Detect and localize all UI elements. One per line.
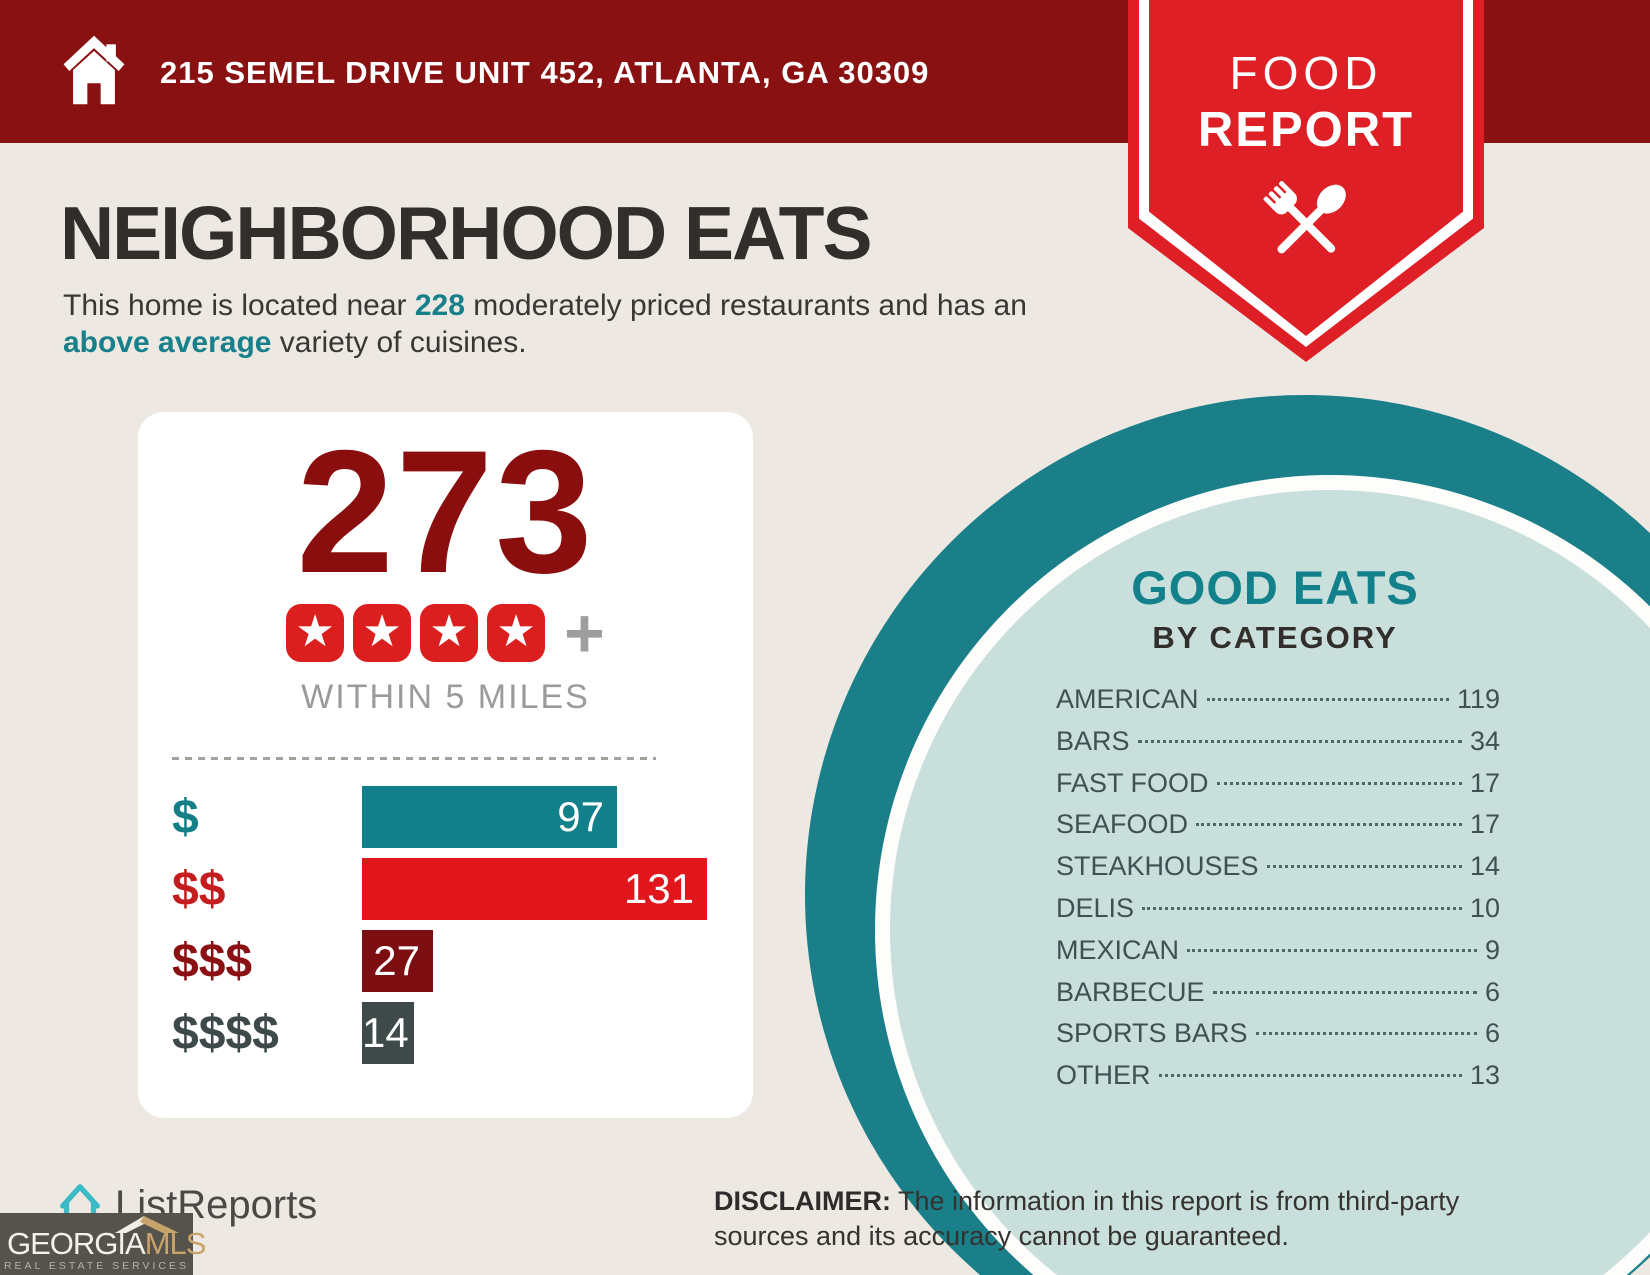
georgia-mls-roof-icon [115, 1216, 179, 1233]
home-icon [56, 32, 132, 113]
dashed-divider [172, 757, 656, 761]
category-row: BARBECUE 6 [1056, 977, 1500, 1019]
property-address: 215 SEMEL DRIVE UNIT 452, ATLANTA, GA 30… [160, 55, 930, 90]
dotted-leader [1137, 739, 1462, 743]
dotted-leader [1212, 990, 1477, 994]
dotted-leader [1196, 823, 1462, 827]
star-rating: ★ ★ ★ ★ + [138, 594, 753, 673]
category-value: 10 [1469, 892, 1500, 923]
category-label: MEXICAN [1056, 934, 1180, 965]
intro-mid: moderately priced restaurants and has an [464, 289, 1027, 322]
good-eats-circle-inner-disc [890, 490, 1650, 1275]
dotted-leader [1187, 948, 1477, 952]
category-value: 17 [1469, 809, 1500, 840]
star-badge-icon: ★ [286, 604, 345, 663]
price-bar-row: $$$$ 14 [172, 1002, 753, 1065]
price-bar-row: $97 [172, 786, 753, 849]
good-eats-category-list: AMERICAN 119 BARS 34 FAST FOOD 17 SEAFOOD 17 STE… [1040, 684, 1510, 1102]
price-bar-row: $$ 131 [172, 858, 753, 921]
dotted-leader [1206, 698, 1449, 701]
category-label: FAST FOOD [1056, 767, 1209, 798]
dotted-leader [1266, 865, 1462, 869]
category-row: MEXICAN 9 [1056, 935, 1500, 977]
intro-text: This home is located near 228 moderately… [63, 287, 1073, 361]
price-level-label: $$ [172, 862, 226, 916]
total-restaurants: 273 [296, 415, 595, 610]
intro-restaurant-count: 228 [414, 289, 465, 322]
dotted-leader [1216, 781, 1462, 785]
star-badge-icon: ★ [487, 604, 546, 663]
category-value: 9 [1484, 934, 1500, 965]
star-badge-icon: ★ [420, 604, 479, 663]
georgia-text: GEORGIA [7, 1226, 146, 1261]
ribbon-title-report: REPORT [1197, 103, 1415, 157]
disclaimer: DISCLAIMER: The information in this repo… [714, 1184, 1544, 1254]
good-eats-panel: GOOD EATS BY CATEGORY AMERICAN 119 BARS 34 F… [1040, 560, 1510, 1102]
price-level-label: $ [172, 790, 199, 844]
category-label: AMERICAN [1056, 684, 1199, 714]
ribbon-title-food: FOOD [1229, 47, 1383, 99]
category-row: BARS 34 [1056, 726, 1500, 768]
category-value: 17 [1469, 767, 1500, 798]
category-label: OTHER [1056, 1060, 1151, 1091]
intro-pre: This home is located near [63, 289, 415, 322]
category-value: 6 [1484, 1018, 1500, 1049]
mls-text: MLS [144, 1226, 207, 1261]
category-value: 13 [1469, 1060, 1500, 1091]
star-badge-icon: ★ [353, 604, 412, 663]
category-row: STEAKHOUSES 14 [1056, 851, 1500, 893]
price-level-label: $$$$ [172, 1006, 279, 1060]
category-row: AMERICAN 119 [1056, 684, 1500, 726]
category-row: DELIS 10 [1056, 893, 1500, 935]
category-value: 119 [1456, 684, 1500, 714]
category-label: BARBECUE [1056, 976, 1205, 1007]
price-level-bar: 97 [362, 786, 617, 849]
category-label: BARS [1056, 725, 1130, 756]
good-eats-subtitle: BY CATEGORY [1152, 620, 1398, 655]
category-row: OTHER 13 [1056, 1060, 1500, 1102]
ribbon-content: FOOD REPORT [1128, 0, 1484, 285]
stats-card: 273 ★ ★ ★ ★ + WITHIN 5 MILES $97 $$ 131 $$$ 27 $$… [138, 412, 753, 1118]
category-label: SEAFOOD [1056, 809, 1189, 840]
dotted-leader [1255, 1032, 1477, 1036]
category-value: 34 [1469, 725, 1500, 756]
dotted-leader [1142, 906, 1462, 910]
good-eats-title: GOOD EATS [1131, 561, 1419, 614]
price-bar-chart: $97 $$ 131 $$$ 27 $$$$ 14 [172, 786, 753, 1065]
page-title: NEIGHBORHOOD EATS [60, 191, 872, 275]
category-row: SEAFOOD 17 [1056, 809, 1500, 851]
category-value: 14 [1469, 851, 1500, 882]
georgia-mls-wordmark: GEORGIAMLS [7, 1226, 207, 1262]
food-report-ribbon: FOOD REPORT [1128, 0, 1484, 362]
dotted-leader [1158, 1074, 1462, 1078]
category-label: STEAKHOUSES [1056, 851, 1259, 882]
price-level-bar: 27 [362, 930, 433, 993]
category-row: SPORTS BARS 6 [1056, 1018, 1500, 1060]
price-level-label: $$$ [172, 934, 253, 988]
category-label: DELIS [1056, 892, 1135, 923]
georgia-mls-tagline: REAL ESTATE SERVICES [3, 1260, 190, 1272]
category-label: SPORTS BARS [1056, 1018, 1248, 1049]
category-value: 6 [1484, 976, 1500, 1007]
price-level-bar: 131 [362, 858, 707, 921]
price-level-bar: 14 [362, 1002, 414, 1065]
spoon-fork-icon [1128, 168, 1484, 285]
radius-caption: WITHIN 5 MILES [301, 678, 590, 717]
category-row: FAST FOOD 17 [1056, 768, 1500, 810]
price-bar-row: $$$ 27 [172, 930, 753, 993]
georgia-mls-logo: GEORGIAMLS REAL ESTATE SERVICES [0, 1213, 206, 1275]
disclaimer-label: DISCLAIMER: [714, 1186, 891, 1216]
plus-sign: + [564, 594, 605, 673]
intro-highlight: above average [63, 326, 272, 359]
intro-post: variety of cuisines. [271, 326, 527, 359]
disclaimer-text: The information in this report is from t… [714, 1186, 1460, 1252]
